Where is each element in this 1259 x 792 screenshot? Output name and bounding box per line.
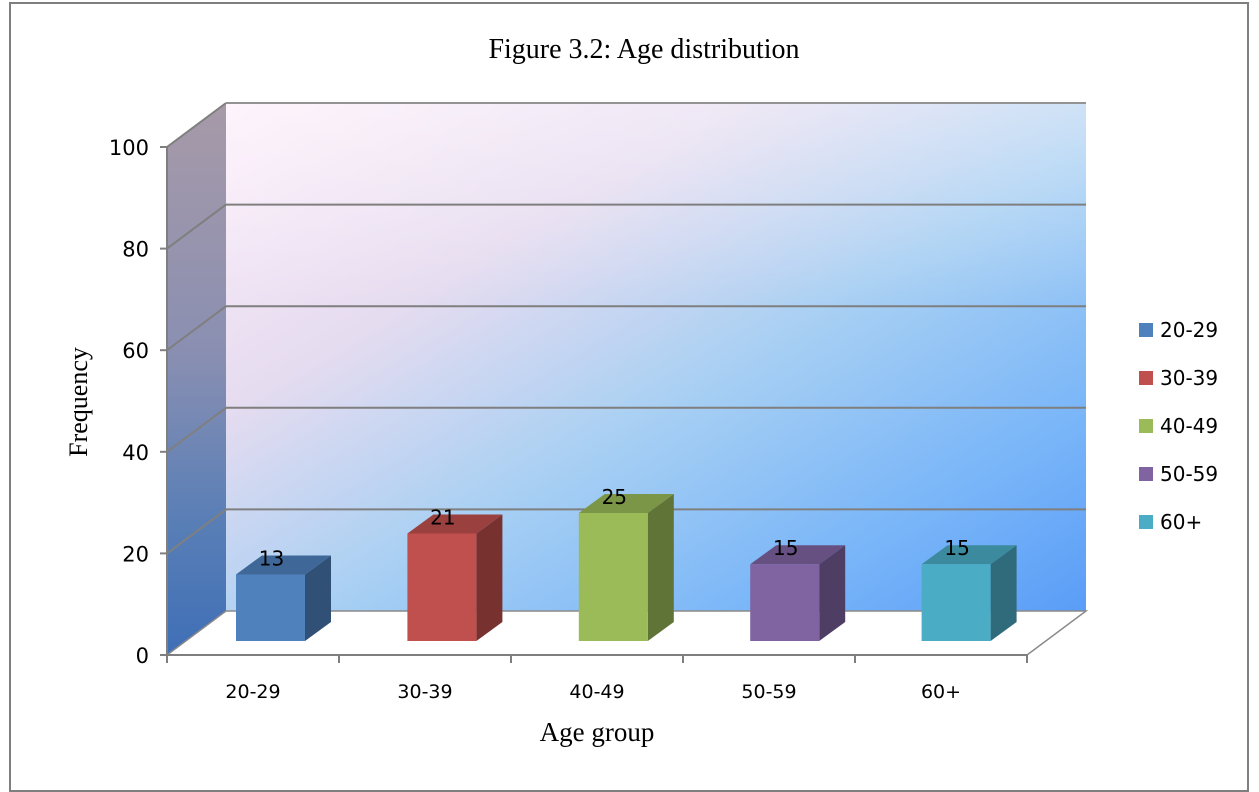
bar xyxy=(407,514,503,641)
y-axis-title: Frequency xyxy=(64,347,93,457)
bar xyxy=(578,494,674,641)
bar-top xyxy=(236,555,331,575)
bar xyxy=(236,555,331,641)
y-tick-label: 20 xyxy=(122,542,149,566)
legend-label: 20-29 xyxy=(1160,318,1218,342)
legend-swatch xyxy=(1139,515,1153,529)
data-label: 13 xyxy=(259,546,284,570)
bar xyxy=(921,545,1017,641)
bar-front xyxy=(921,564,991,641)
bar-top xyxy=(750,545,846,565)
bar-side xyxy=(476,514,503,641)
bar-side xyxy=(647,494,674,641)
bars xyxy=(236,494,1017,641)
data-label: 21 xyxy=(430,505,455,529)
data-label: 15 xyxy=(773,536,798,560)
x-tick-label: 50-59 xyxy=(741,681,796,703)
gridline-side xyxy=(166,508,227,555)
bar-front xyxy=(578,513,648,641)
legend-swatch xyxy=(1139,371,1153,385)
x-tick-label: 20-29 xyxy=(225,681,280,703)
bar-front xyxy=(750,564,820,641)
legend-label: 40-49 xyxy=(1160,414,1218,438)
y-tick-label: 0 xyxy=(136,644,149,668)
y-tick-label: 100 xyxy=(109,136,149,160)
y-tick-label: 60 xyxy=(122,339,149,363)
data-label: 25 xyxy=(602,485,627,509)
gridline-side xyxy=(166,102,227,148)
data-label: 15 xyxy=(944,536,969,560)
bar-side xyxy=(305,555,331,641)
bar-top xyxy=(921,545,1017,565)
legend-swatch xyxy=(1139,419,1153,433)
chart-title: Figure 3.2: Age distribution xyxy=(488,34,799,65)
x-tick-label: 30-39 xyxy=(397,681,452,703)
legend: 20-29 30-39 40-49 50-59 60+ xyxy=(1139,318,1218,534)
x-axis-title: Age group xyxy=(540,717,655,747)
side-wall xyxy=(167,103,226,655)
legend-label: 60+ xyxy=(1160,510,1202,534)
bar-top xyxy=(407,514,503,534)
bar-front xyxy=(236,574,305,641)
legend-label: 50-59 xyxy=(1160,462,1218,486)
x-tick-label: 60+ xyxy=(921,681,961,703)
bar-front xyxy=(407,533,477,641)
axes xyxy=(160,146,1028,663)
x-tick-label: 40-49 xyxy=(569,681,624,703)
y-tick-label: 40 xyxy=(122,441,149,465)
bar-top xyxy=(578,494,674,513)
legend-swatch xyxy=(1139,323,1153,337)
y-tick-label: 80 xyxy=(122,238,149,262)
gridline-side xyxy=(166,305,227,352)
labels: 13 21 25 15 15 0 20 40 60 80 100 20-29 30-39 40-49 50-… xyxy=(109,136,970,703)
bar xyxy=(750,545,846,641)
gridline-side xyxy=(166,406,227,453)
bar-side xyxy=(819,545,846,641)
legend-swatch xyxy=(1139,467,1153,481)
legend-label: 30-39 xyxy=(1160,366,1218,390)
bar-side xyxy=(990,545,1017,641)
gridline-side xyxy=(166,203,227,250)
